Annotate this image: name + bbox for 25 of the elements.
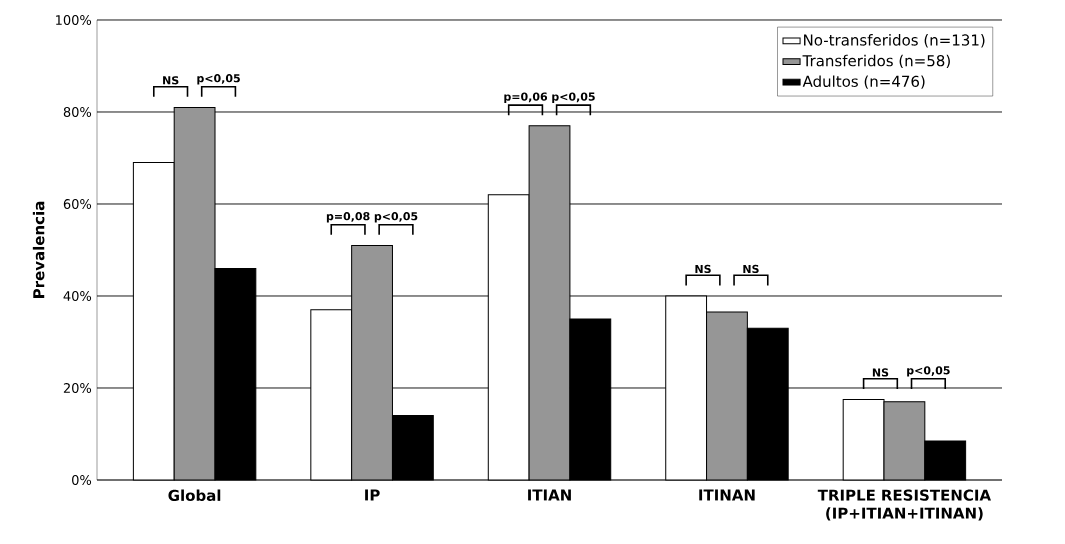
- annotation: NS: [163, 76, 179, 85]
- x-tick-label: Global: [168, 489, 221, 502]
- x-tick-label: ITIAN: [528, 489, 571, 501]
- y-tick-label: 100%: [56, 15, 92, 25]
- annotation: p<0,05: [552, 92, 595, 103]
- y-tick-label: 80%: [63, 107, 92, 117]
- y-tick-label: 60%: [63, 199, 92, 209]
- legend-label: Transferidos (n=58): [802, 54, 950, 69]
- y-axis-title: Prevalencia: [32, 201, 45, 298]
- annotation: p<0,05: [907, 366, 950, 377]
- x-tick-label: IP: [365, 489, 380, 501]
- y-tick-label: 0%: [72, 475, 92, 485]
- annotation: p=0,08: [326, 212, 370, 223]
- annotation: p=0,06: [504, 92, 548, 103]
- annotation: NS: [695, 264, 711, 274]
- annotation: p<0,05: [197, 74, 240, 85]
- y-tick-label: 40%: [63, 291, 92, 301]
- x-tick-label: ITINAN: [699, 489, 755, 501]
- legend-label: No-transferidos (n=131): [804, 34, 985, 48]
- legend-label: Adultos (n=476): [802, 75, 925, 89]
- y-tick-label: 20%: [63, 383, 92, 393]
- annotation: p<0,05: [374, 212, 418, 223]
- annotation: NS: [743, 264, 759, 274]
- x-tick-label: TRIPLE RESISTENCIA (IP+ITIAN+ITINAN): [817, 489, 991, 521]
- annotation: NS: [872, 368, 889, 377]
